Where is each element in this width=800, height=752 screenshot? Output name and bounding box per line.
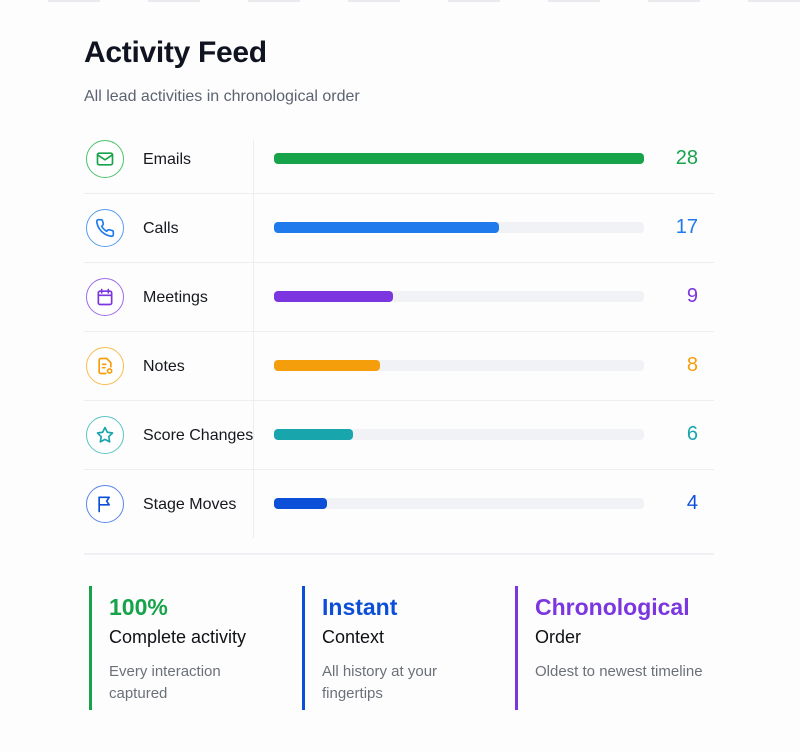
stat-complete-activity: 100% Complete activity Every interaction… xyxy=(89,586,279,710)
stat-title: Context xyxy=(322,627,385,647)
stat-instant-context: Instant Context All history at your fing… xyxy=(302,586,492,710)
bar-fill xyxy=(274,360,380,371)
bar-fill xyxy=(274,222,499,233)
activity-label: Emails xyxy=(143,151,192,168)
flag-icon xyxy=(86,485,124,523)
bar-track xyxy=(274,153,644,164)
activity-row-meetings: Meetings 9 xyxy=(84,263,714,332)
bar-fill xyxy=(274,429,354,440)
activity-count: 8 xyxy=(686,354,698,376)
note-icon xyxy=(86,347,124,385)
stat-title: Order xyxy=(535,627,582,647)
activity-count: 28 xyxy=(675,147,698,169)
activity-label: Meetings xyxy=(143,289,208,306)
activity-row-stage-moves: Stage Moves 4 xyxy=(84,470,714,539)
calendar-icon xyxy=(86,278,124,316)
activity-row-score-changes: Score Changes 6 xyxy=(84,401,714,470)
bar-track xyxy=(274,291,644,302)
page-subtitle: All lead activities in chronological ord… xyxy=(84,88,360,105)
bar-track xyxy=(274,429,644,440)
bar-track xyxy=(274,498,644,509)
activity-label: Stage Moves xyxy=(143,496,237,513)
activity-count: 6 xyxy=(686,423,698,445)
stat-description: Oldest to newest timeline xyxy=(535,663,703,680)
bar-fill xyxy=(274,498,327,509)
page-title: Activity Feed xyxy=(84,36,267,69)
phone-icon xyxy=(86,209,124,247)
column-divider xyxy=(253,140,254,538)
activity-count: 9 xyxy=(686,285,698,307)
stats-section: 100% Complete activity Every interaction… xyxy=(89,586,729,710)
activity-count: 4 xyxy=(686,492,698,514)
activity-label: Notes xyxy=(143,358,185,375)
mail-icon xyxy=(86,140,124,178)
stat-headline: Chronological xyxy=(535,594,690,620)
activity-row-calls: Calls 17 xyxy=(84,194,714,263)
bar-fill xyxy=(274,153,644,164)
stat-description: Every interaction captured xyxy=(109,663,221,702)
stat-chronological-order: Chronological Order Oldest to newest tim… xyxy=(515,586,705,710)
activity-row-emails: Emails 28 xyxy=(84,125,714,194)
top-dashed-border xyxy=(0,0,800,2)
section-divider xyxy=(84,553,714,555)
activity-row-notes: Notes 8 xyxy=(84,332,714,401)
bar-fill xyxy=(274,291,393,302)
activity-bar-chart: Emails 28 Calls 17 Meetings 9 Notes xyxy=(84,125,714,539)
activity-label: Calls xyxy=(143,220,179,237)
star-icon xyxy=(86,416,124,454)
activity-label: Score Changes xyxy=(143,427,254,444)
stat-title: Complete activity xyxy=(109,627,247,647)
stat-headline: 100% xyxy=(109,594,168,620)
activity-count: 17 xyxy=(675,216,698,238)
stat-description: All history at your fingertips xyxy=(322,663,438,702)
bar-track xyxy=(274,222,644,233)
stat-headline: Instant xyxy=(322,594,398,620)
bar-track xyxy=(274,360,644,371)
